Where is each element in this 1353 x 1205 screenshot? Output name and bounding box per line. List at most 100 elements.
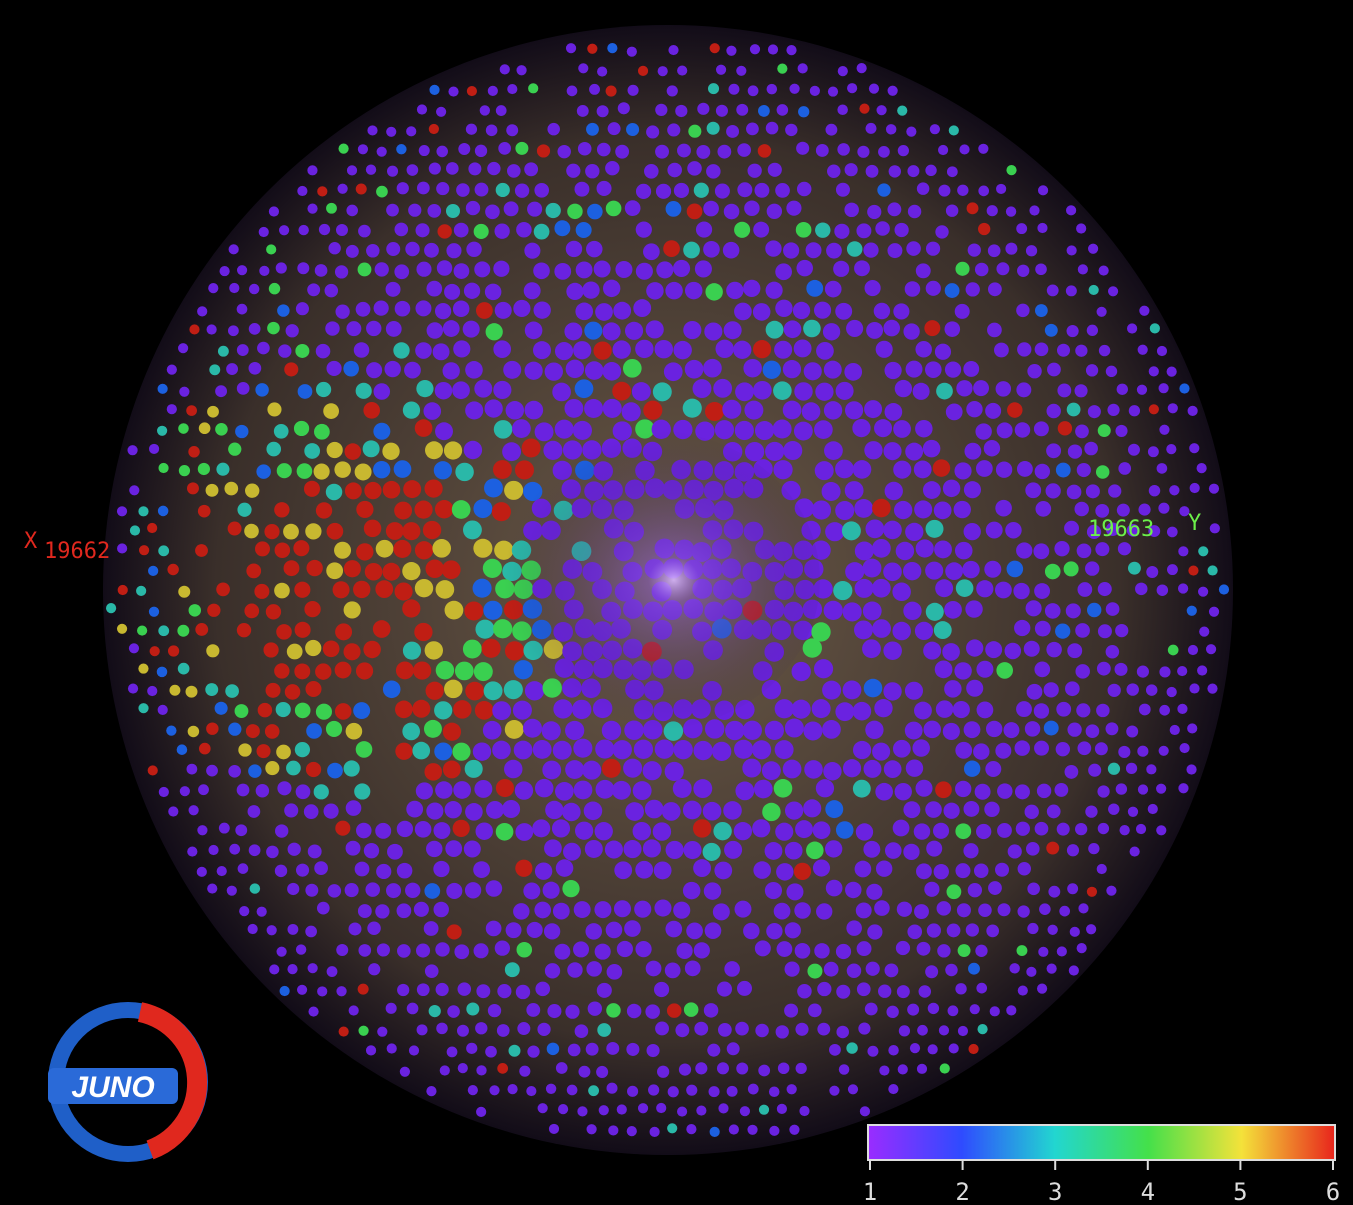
pmt-hit <box>446 924 462 940</box>
pmt-hit <box>864 400 883 419</box>
pmt-hit <box>912 739 930 757</box>
pmt-hit <box>654 899 672 917</box>
pmt-hit <box>434 499 454 519</box>
pmt-hit <box>554 220 571 237</box>
pmt-hit <box>764 881 783 900</box>
pmt-hit <box>1033 543 1050 560</box>
pmt-hit <box>307 963 318 974</box>
pmt-hit <box>683 241 700 259</box>
pmt-hit <box>1125 762 1138 775</box>
pmt-hit <box>702 842 721 861</box>
pmt-hit <box>963 522 981 541</box>
pmt-hit <box>1147 803 1158 815</box>
pmt-hit <box>179 786 190 797</box>
pmt-hit <box>596 1065 609 1078</box>
pmt-hit <box>963 721 981 739</box>
pmt-hit <box>426 802 444 820</box>
pmt-hit <box>865 519 885 539</box>
pmt-hit <box>117 584 128 596</box>
pmt-hit <box>764 720 784 741</box>
pmt-hit <box>1007 402 1023 418</box>
pmt-hit <box>606 1003 621 1018</box>
pmt-hit <box>1046 841 1060 855</box>
pmt-hit <box>613 900 631 918</box>
pmt-hit <box>465 123 478 135</box>
pmt-hit <box>1004 642 1022 660</box>
pmt-hit <box>487 1003 502 1018</box>
pmt-hit <box>1128 405 1141 417</box>
pmt-hit <box>897 105 908 116</box>
pmt-hit <box>1034 620 1051 637</box>
pmt-hit <box>432 539 452 558</box>
pmt-hit <box>574 379 594 399</box>
pmt-hit <box>105 603 117 614</box>
x-axis-value: 19662 <box>44 539 110 564</box>
pmt-hit <box>593 341 612 360</box>
pmt-hit <box>602 322 621 341</box>
pmt-hit <box>955 741 973 759</box>
y-axis-value: 19663 <box>1088 517 1154 542</box>
pmt-hit <box>775 263 792 281</box>
pmt-hit <box>907 165 920 178</box>
pmt-hit <box>742 758 762 778</box>
pmt-hit <box>954 662 972 680</box>
pmt-hit <box>446 243 462 259</box>
pmt-hit <box>796 141 810 155</box>
pmt-hit <box>893 500 913 520</box>
pmt-hit <box>465 200 481 216</box>
pmt-hit <box>1159 424 1170 435</box>
pmt-hit <box>1115 424 1128 437</box>
pmt-hit <box>334 541 352 559</box>
pmt-hit <box>635 339 654 359</box>
pmt-hit <box>117 543 128 554</box>
pmt-hit <box>837 104 848 116</box>
pmt-hit <box>373 461 391 479</box>
pmt-hit <box>208 283 219 294</box>
pmt-hit <box>978 222 991 236</box>
pmt-hit <box>386 203 399 217</box>
pmt-hit <box>666 1003 682 1018</box>
pmt-hit <box>1098 344 1111 357</box>
pmt-hit <box>1005 242 1018 255</box>
pmt-hit <box>487 85 498 96</box>
pmt-hit <box>675 104 688 118</box>
pmt-hit <box>865 720 884 740</box>
pmt-hit <box>454 944 470 960</box>
pmt-hit <box>476 984 491 999</box>
pmt-hit <box>995 461 1013 478</box>
pmt-hit <box>595 739 615 759</box>
pmt-hit <box>541 721 561 741</box>
pmt-hit <box>915 539 934 558</box>
pmt-hit <box>287 964 298 975</box>
pmt-hit <box>307 844 322 859</box>
pmt-hit <box>976 580 994 598</box>
pmt-hit <box>422 520 442 540</box>
pmt-hit <box>887 243 903 259</box>
pmt-hit <box>466 241 482 257</box>
pmt-hit <box>545 1083 557 1095</box>
pmt-hit <box>976 660 994 678</box>
pmt-hit <box>844 163 858 177</box>
pmt-hit <box>452 742 471 761</box>
pmt-hit <box>863 759 882 778</box>
pmt-hit <box>816 903 833 920</box>
pmt-hit <box>726 45 737 56</box>
pmt-hit <box>655 103 668 116</box>
pmt-hit <box>465 361 483 379</box>
pmt-hit <box>714 861 733 880</box>
pmt-hit <box>795 820 813 839</box>
pmt-hit <box>753 779 773 799</box>
pmt-hit <box>1046 284 1059 297</box>
pmt-hit <box>884 963 899 978</box>
y-axis-label: Y <box>1188 511 1201 536</box>
pmt-hit <box>668 44 679 56</box>
pmt-hit <box>728 1124 739 1135</box>
pmt-hit <box>864 1002 878 1016</box>
pmt-hit <box>969 1004 980 1015</box>
pmt-hit <box>382 442 400 460</box>
pmt-hit <box>663 362 683 382</box>
pmt-hit <box>497 1062 509 1074</box>
pmt-hit <box>863 678 883 698</box>
pmt-hit <box>344 482 362 500</box>
pmt-hit <box>894 783 912 801</box>
